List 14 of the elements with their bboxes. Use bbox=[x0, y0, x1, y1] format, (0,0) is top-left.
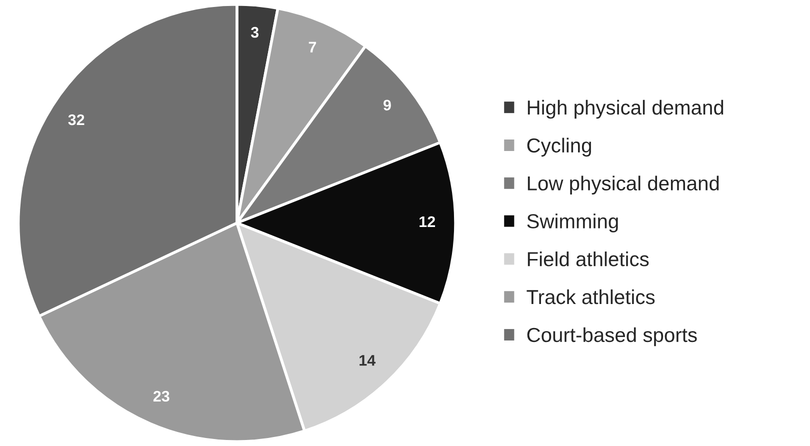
data-label: 3 bbox=[250, 26, 259, 38]
legend-label: Swimming bbox=[527, 214, 618, 232]
legend-label: Low physical demand bbox=[528, 176, 719, 194]
legend-label: Track athletics bbox=[526, 289, 655, 304]
data-label: 12 bbox=[420, 216, 436, 227]
data-label: 14 bbox=[360, 355, 376, 366]
legend-label: High physical demand bbox=[528, 100, 724, 119]
data-label: 7 bbox=[308, 42, 316, 52]
data-label: 9 bbox=[384, 100, 391, 111]
data-label: 32 bbox=[68, 114, 84, 126]
data-label: 23 bbox=[153, 390, 170, 402]
legend-label: Field athletics bbox=[528, 252, 649, 266]
legend-label: Cycling bbox=[527, 138, 592, 157]
legend-label: Court-based sports bbox=[527, 327, 697, 346]
